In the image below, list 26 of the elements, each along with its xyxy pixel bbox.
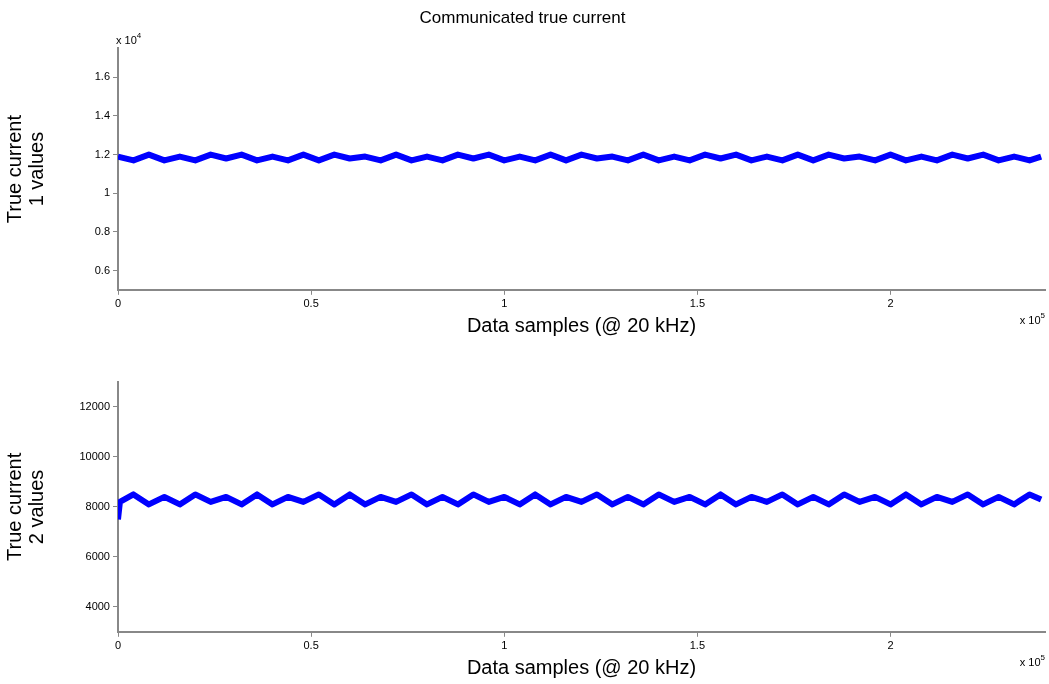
y-axis-title: True current 1 values [2,114,47,224]
x-tick-label: 0 [114,297,122,310]
x-axis-title: Data samples (@ 20 kHz) [466,313,697,336]
y-axis-title: True current 2 values [2,452,47,561]
x-tick-label: 1.5 [689,639,706,652]
y-tick-label: 10000 [79,449,110,462]
y-tick-label: 4000 [85,599,110,612]
chart-title: Communicated true current [419,7,626,27]
y-tick-label: 8000 [85,499,110,512]
x-tick-label: 2 [887,639,894,652]
x-tick-label: 1.5 [689,297,706,310]
y-tick-label: 6000 [85,549,110,562]
x-tick-label: 2 [887,297,894,310]
x-axis-title: Data samples (@ 20 kHz) [466,655,697,678]
x-tick-label: 0.5 [303,297,319,310]
y-tick-label: 1.4 [94,109,110,122]
y-tick-label: 0.6 [94,263,110,276]
y-tick-label: 0.8 [94,224,110,237]
x-tick-label: 1 [501,297,508,310]
x-tick-label: 0 [114,639,122,652]
y-tick-label: 1.2 [94,147,110,160]
y-tick-label: 1 [103,186,110,199]
x-tick-label: 1 [501,639,508,652]
x-tick-label: 0.5 [303,639,319,652]
y-tick-label: 12000 [79,400,110,413]
y-tick-label: 1.6 [94,70,110,83]
